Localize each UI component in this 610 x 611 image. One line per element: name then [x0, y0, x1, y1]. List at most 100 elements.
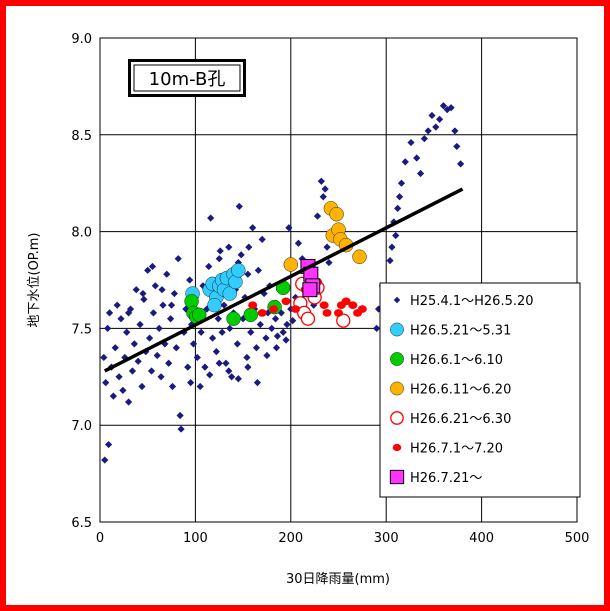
x-axis-title: 30日降雨量(mm) [286, 572, 390, 587]
legend-marker [390, 352, 404, 366]
data-point [130, 340, 138, 348]
data-point [300, 311, 316, 326]
data-point [248, 301, 258, 309]
data-point [182, 305, 190, 313]
data-point [271, 315, 280, 323]
data-point [214, 315, 222, 323]
chart-title: 10m-B孔 [149, 69, 226, 90]
data-point [262, 334, 270, 342]
data-point [125, 309, 133, 317]
data-point [453, 142, 461, 151]
legend: H25.4.1～H26.5.20 H26.5.21～5.31 H26.6.1～6.1… [379, 282, 581, 498]
data-point [123, 328, 131, 336]
data-point [151, 282, 159, 290]
data-point [109, 392, 117, 400]
data-point [144, 266, 152, 274]
trendline [103, 187, 464, 373]
data-point [153, 351, 161, 360]
data-point [302, 282, 318, 298]
data-point [216, 247, 224, 255]
data-point [132, 286, 140, 294]
data-point [395, 193, 404, 201]
data-point [237, 251, 245, 259]
data-point [193, 353, 201, 362]
data-point [457, 160, 465, 168]
data-point [341, 297, 351, 306]
legend-item: H26.5.21～5.31 [390, 322, 511, 339]
legend-label: H26.7.1～7.20 [410, 442, 503, 457]
data-point [113, 301, 121, 309]
data-point [159, 301, 167, 309]
data-point [319, 193, 327, 201]
data-point [394, 204, 402, 212]
data-point [390, 218, 398, 226]
data-point [283, 320, 291, 329]
x-tick-label: 500 [565, 531, 590, 546]
legend-item: H26.6.11～6.20 [390, 381, 511, 398]
data-point [247, 328, 255, 336]
x-tick-label: 200 [278, 531, 303, 546]
data-point [336, 313, 351, 328]
data-point [184, 363, 192, 371]
data-point [172, 344, 180, 352]
data-point [155, 324, 163, 332]
data-point [277, 309, 285, 317]
y-tick-label: 9.0 [71, 32, 92, 47]
data-point [149, 309, 158, 317]
data-point [281, 297, 291, 306]
chart-title-box: 10m-B孔 [128, 59, 246, 97]
data-point [215, 255, 223, 263]
legend-item: H26.7.21～ [389, 469, 482, 486]
plot-border [99, 37, 578, 523]
data-point [416, 169, 425, 178]
data-point [126, 305, 135, 313]
data-point [319, 301, 329, 309]
data-point [289, 317, 297, 325]
legend-marker [389, 469, 405, 485]
data-point [273, 332, 282, 340]
data-point [447, 104, 455, 112]
data-point [268, 324, 276, 332]
data-point [388, 243, 396, 251]
legend-label: H26.7.21～ [410, 471, 482, 486]
data-point [158, 286, 166, 294]
data-point [283, 257, 298, 272]
data-point [100, 353, 108, 362]
y-tick-label: 8.0 [71, 226, 92, 241]
data-point [329, 206, 344, 222]
data-point [228, 373, 236, 381]
data-point [239, 315, 247, 323]
data-point [187, 379, 195, 387]
data-point [325, 258, 333, 267]
legend-marker [392, 443, 402, 452]
x-tick-label: 400 [469, 531, 494, 546]
data-point [203, 305, 211, 313]
data-point [139, 289, 147, 298]
data-point [140, 295, 148, 303]
x-tick-label: 300 [374, 531, 399, 546]
data-point [105, 309, 114, 317]
data-point [253, 379, 262, 387]
data-point [279, 328, 287, 336]
x-tick-label: 0 [96, 531, 104, 546]
data-point [222, 359, 230, 367]
data-point [254, 266, 262, 274]
data-point [208, 334, 217, 342]
data-point [321, 185, 329, 193]
data-point [222, 286, 237, 301]
data-point [176, 411, 184, 420]
y-tick-label: 7.5 [71, 322, 92, 337]
data-point [234, 258, 242, 267]
data-point [294, 239, 303, 247]
x-tick-label: 100 [183, 531, 208, 546]
data-point [436, 115, 444, 123]
data-point [256, 320, 264, 329]
data-point [104, 440, 113, 449]
data-point [244, 270, 252, 278]
legend-marker [390, 381, 404, 396]
data-point [291, 305, 301, 313]
legend-item: H26.6.21～6.30 [390, 411, 511, 427]
data-point [235, 202, 243, 211]
y-tick-label: 6.5 [71, 516, 92, 531]
tick-labels: 0 100 200 300 400 500 6.5 7.0 7.5 8.0 8.5 9.0 [71, 32, 589, 546]
